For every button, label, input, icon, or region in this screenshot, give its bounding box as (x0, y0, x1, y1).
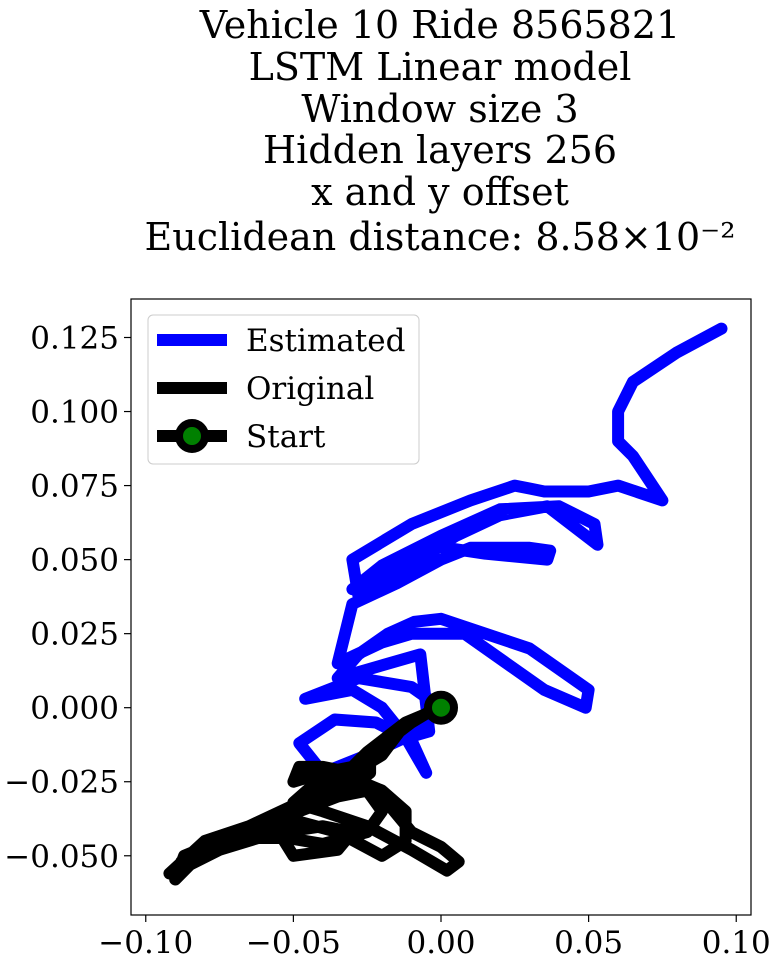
title-line-3: Window size 3 (301, 87, 578, 131)
legend-box (147, 314, 420, 465)
legend-start-marker (175, 419, 209, 453)
x-axis: −0.10 −0.05 0.00 0.05 0.10 (98, 915, 771, 961)
y-tick-label: 0.050 (30, 543, 119, 579)
y-tick-label: 0.100 (30, 395, 119, 431)
y-tick-label: 0.025 (30, 617, 119, 653)
legend-label-original: Original (246, 371, 374, 407)
start-point-marker (424, 690, 458, 725)
chart-title: Vehicle 10 Ride 8565821 LSTM Linear mode… (145, 3, 736, 259)
plot-area (163, 322, 728, 886)
y-axis: −0.050 −0.025 0.000 0.025 0.050 0.075 0.100 0.1… (4, 321, 131, 875)
x-tick-label: −0.10 (98, 925, 193, 961)
plot-frame (130, 298, 752, 916)
legend-label-start: Start (246, 419, 326, 455)
series-line-estimated (293, 322, 728, 779)
title-line-4: Hidden layers 256 (263, 128, 617, 172)
y-tick-label: 0.000 (30, 691, 119, 727)
y-tick-label: −0.025 (4, 765, 119, 801)
x-tick-label: 0.05 (554, 925, 623, 961)
title-line-1: Vehicle 10 Ride 8565821 (199, 3, 680, 47)
series-line-original (163, 701, 465, 886)
y-tick-label: 0.125 (30, 321, 119, 357)
y-tick-label: 0.075 (30, 469, 119, 505)
title-line-2: LSTM Linear model (249, 45, 632, 89)
title-line-6: Euclidean distance: 8.58×10⁻² (145, 215, 736, 259)
x-tick-label: 0.10 (702, 925, 771, 961)
title-line-5: x and y offset (311, 170, 569, 214)
y-tick-label: −0.050 (4, 839, 119, 875)
x-tick-label: 0.00 (406, 925, 475, 961)
x-tick-label: −0.05 (246, 925, 341, 961)
legend: Estimated Original Start (147, 314, 420, 465)
legend-label-estimated: Estimated (246, 323, 405, 359)
